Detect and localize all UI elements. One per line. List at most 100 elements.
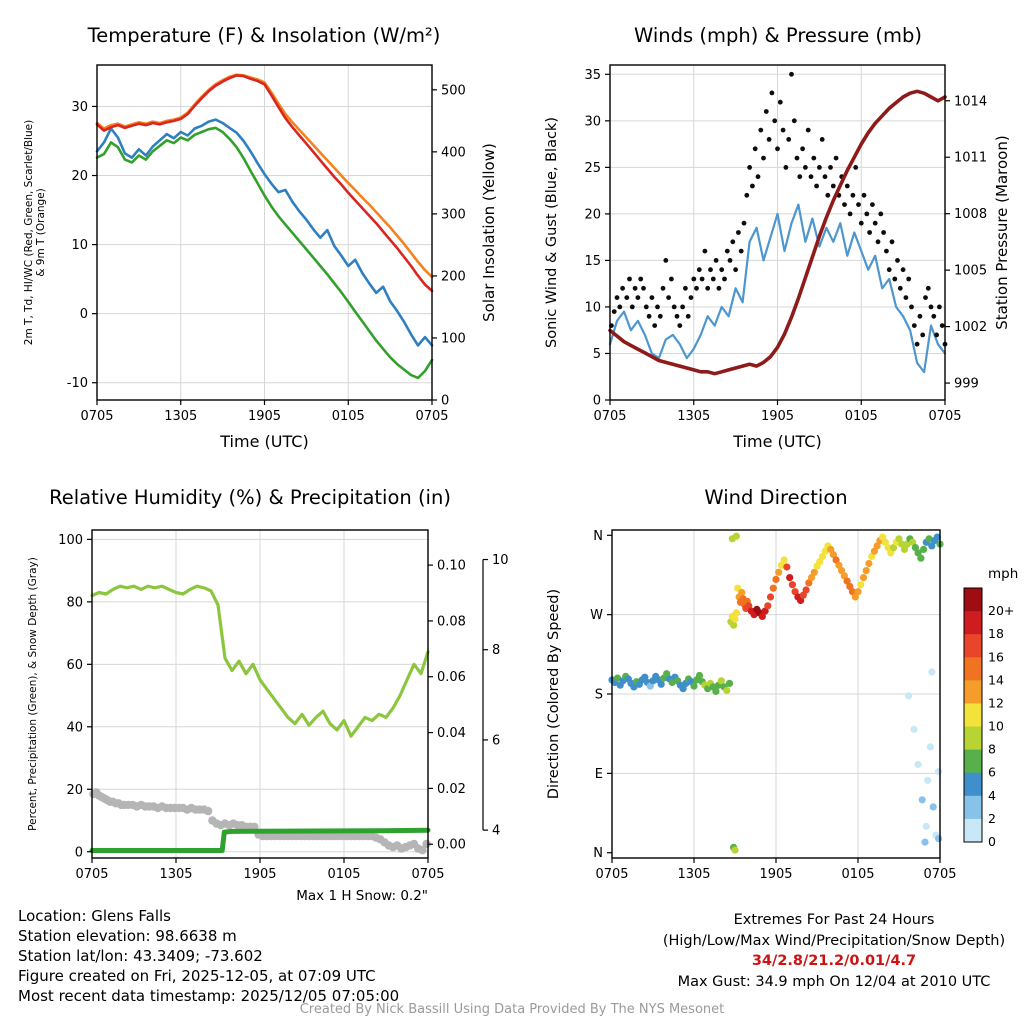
svg-text:20: 20 <box>71 169 88 184</box>
svg-text:1008: 1008 <box>954 207 987 222</box>
svg-text:0105: 0105 <box>332 409 365 424</box>
svg-text:1305: 1305 <box>164 409 197 424</box>
svg-text:0705: 0705 <box>411 867 444 882</box>
svg-text:mph: mph <box>988 566 1018 582</box>
svg-text:0: 0 <box>441 394 449 409</box>
svg-text:1905: 1905 <box>759 867 792 882</box>
svg-text:1014: 1014 <box>954 94 987 109</box>
svg-text:0.04: 0.04 <box>437 726 466 741</box>
svg-text:14: 14 <box>988 672 1004 687</box>
svg-text:5: 5 <box>593 347 601 362</box>
svg-text:Wind Direction: Wind Direction <box>704 486 847 509</box>
svg-text:10: 10 <box>492 553 509 568</box>
svg-text:1305: 1305 <box>159 867 192 882</box>
svg-text:10: 10 <box>584 300 601 315</box>
svg-text:E: E <box>595 767 603 782</box>
svg-text:Station Pressure (Maroon): Station Pressure (Maroon) <box>993 135 1011 329</box>
svg-text:15: 15 <box>584 254 601 269</box>
svg-text:0.08: 0.08 <box>437 614 466 629</box>
svg-text:0: 0 <box>988 834 996 849</box>
svg-text:10: 10 <box>71 238 88 253</box>
svg-text:0705: 0705 <box>928 409 961 424</box>
svg-text:10: 10 <box>988 719 1004 734</box>
max-gust: Max Gust: 34.9 mph On 12/04 at 2010 UTC <box>677 973 991 990</box>
svg-text:20+: 20+ <box>988 603 1014 618</box>
svg-text:1002: 1002 <box>954 320 987 335</box>
svg-text:Relative Humidity (%) & Precip: Relative Humidity (%) & Precipitation (i… <box>49 486 451 509</box>
svg-text:100: 100 <box>58 533 83 548</box>
svg-text:200: 200 <box>441 269 466 284</box>
svg-text:20: 20 <box>584 207 601 222</box>
svg-text:1305: 1305 <box>677 409 710 424</box>
svg-text:0705: 0705 <box>923 867 956 882</box>
station-elevation: Station elevation: 98.6638 m <box>18 927 237 945</box>
svg-text:Percent, Precipitation (Green): Percent, Precipitation (Green), & Snow D… <box>27 557 39 831</box>
extremes-info: Extremes For Past 24 Hours (High/Low/Max… <box>648 910 1020 992</box>
svg-text:40: 40 <box>66 720 83 735</box>
svg-text:35: 35 <box>584 68 601 83</box>
svg-text:W: W <box>590 608 603 623</box>
svg-text:0105: 0105 <box>327 867 360 882</box>
svg-text:N: N <box>593 846 603 861</box>
figure-created: Figure created on Fri, 2025-12-05, at 07… <box>18 967 376 985</box>
svg-text:0.02: 0.02 <box>437 782 466 797</box>
winds-pressure-chart: 0705 1305 1905 0105 0705 0 5 10 15 20 25 30 35 999 100… <box>512 0 1024 482</box>
svg-text:2: 2 <box>988 811 996 826</box>
svg-text:6: 6 <box>492 733 500 748</box>
extremes-subtitle: (High/Low/Max Wind/Precipitation/Snow De… <box>662 932 1006 949</box>
svg-text:0.06: 0.06 <box>437 670 466 685</box>
recent-timestamp: Most recent data timestamp: 2025/12/05 0… <box>18 987 400 1005</box>
svg-text:Solar Insolation (Yellow): Solar Insolation (Yellow) <box>480 143 498 322</box>
svg-text:0: 0 <box>80 307 88 322</box>
svg-text:0.00: 0.00 <box>437 838 466 853</box>
svg-text:4: 4 <box>492 824 500 839</box>
station-latlon: Station lat/lon: 43.3409; -73.602 <box>18 947 263 965</box>
svg-text:Winds (mph) & Pressure (mb): Winds (mph) & Pressure (mb) <box>634 24 922 47</box>
svg-text:100: 100 <box>441 331 466 346</box>
temperature-insolation-chart: 0705 1305 1905 0105 0705 -10 0 10 20 30 0 100 200 300… <box>0 0 512 482</box>
extremes-values: 34/2.8/21.2/0.01/4.7 <box>751 953 917 969</box>
humidity-precip-chart: 0705 1305 1905 0105 0705 0 20 40 60 80 100 0.00 0.02… <box>0 480 512 924</box>
svg-text:1011: 1011 <box>954 151 987 166</box>
credit-line: Created By Nick Bassill Using Data Provi… <box>299 1002 725 1017</box>
svg-text:30: 30 <box>584 114 601 129</box>
svg-text:N: N <box>593 529 603 544</box>
svg-text:8: 8 <box>988 742 996 757</box>
svg-text:8: 8 <box>492 643 500 658</box>
svg-text:20: 20 <box>66 783 83 798</box>
station-location: Location: Glens Falls <box>18 907 171 925</box>
svg-text:Sonic Wind & Gust (Blue, Black: Sonic Wind & Gust (Blue, Black) <box>544 117 560 348</box>
svg-text:S: S <box>595 688 603 703</box>
svg-text:Temperature (F) & Insolation (: Temperature (F) & Insolation (W/m²) <box>87 24 441 47</box>
svg-text:1905: 1905 <box>248 409 281 424</box>
svg-text:300: 300 <box>441 207 466 222</box>
svg-text:Max 1 H Snow: 0.2": Max 1 H Snow: 0.2" <box>296 888 428 904</box>
svg-text:1005: 1005 <box>954 264 987 279</box>
svg-text:1905: 1905 <box>761 409 794 424</box>
svg-text:Direction (Colored By Speed): Direction (Colored By Speed) <box>546 589 562 799</box>
svg-text:1905: 1905 <box>243 867 276 882</box>
svg-text:1305: 1305 <box>677 867 710 882</box>
svg-text:0705: 0705 <box>593 409 626 424</box>
svg-text:0105: 0105 <box>841 867 874 882</box>
svg-text:0705: 0705 <box>595 867 628 882</box>
svg-text:6: 6 <box>988 765 996 780</box>
svg-text:4: 4 <box>988 788 996 803</box>
svg-text:80: 80 <box>66 595 83 610</box>
svg-text:0705: 0705 <box>80 409 113 424</box>
svg-text:60: 60 <box>66 658 83 673</box>
svg-text:0: 0 <box>593 394 601 409</box>
svg-text:Time (UTC): Time (UTC) <box>732 432 821 451</box>
svg-text:& 9m T (Orange): & 9m T (Orange) <box>35 188 47 277</box>
svg-text:999: 999 <box>954 377 979 392</box>
svg-text:0: 0 <box>75 845 83 860</box>
svg-text:12: 12 <box>988 695 1004 710</box>
svg-text:500: 500 <box>441 83 466 98</box>
svg-text:0705: 0705 <box>415 409 448 424</box>
svg-text:0.10: 0.10 <box>437 559 466 574</box>
svg-text:2m T, Td, HI/WC (Red, Green, S: 2m T, Td, HI/WC (Red, Green, Scarlet/Blu… <box>23 120 35 345</box>
svg-text:16: 16 <box>988 649 1004 664</box>
svg-text:18: 18 <box>988 626 1004 641</box>
